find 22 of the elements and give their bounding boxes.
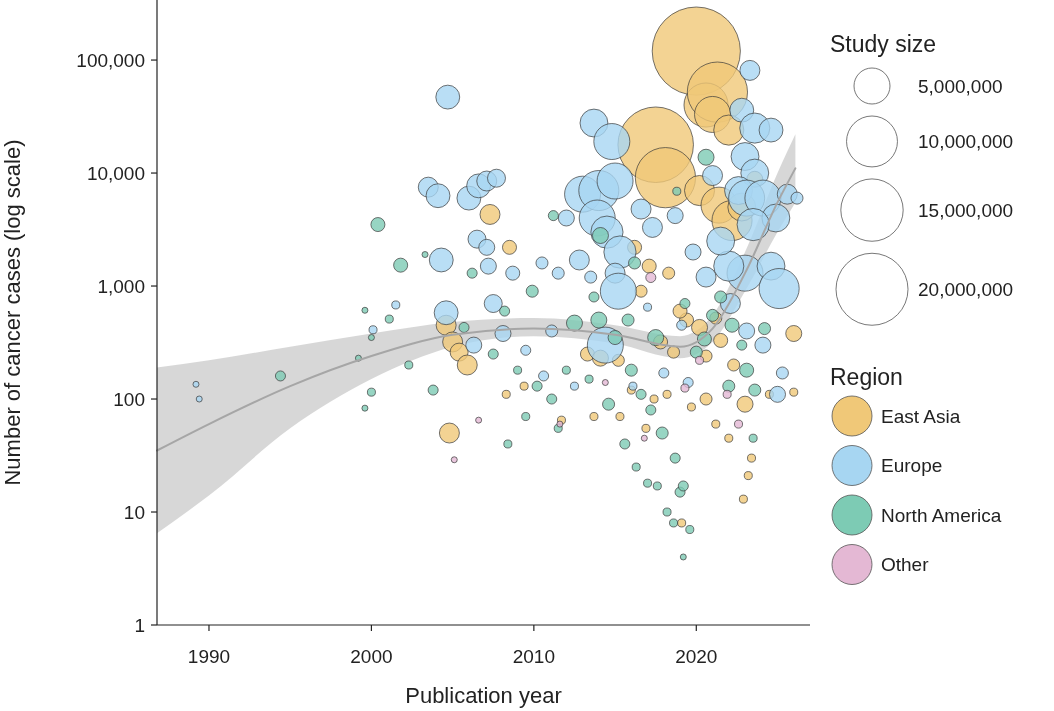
x-tick-label: 2000 <box>350 646 393 667</box>
y-axis-title: Number of cancer cases (log scale) <box>0 139 25 486</box>
legend-label: 10,000,000 <box>918 131 1014 153</box>
y-tick-label: 10 <box>123 501 145 523</box>
legend-label: North America <box>881 504 1002 526</box>
x-tick-label: 1990 <box>187 646 231 667</box>
legend-label: Other <box>881 554 930 576</box>
y-tick-label: 100 <box>113 388 145 410</box>
legend-title: Region <box>830 364 903 390</box>
x-tick-label: 2020 <box>675 646 718 667</box>
x-tick-label: 2010 <box>512 646 555 667</box>
y-tick-label: 100,000 <box>76 49 145 71</box>
legend-label: East Asia <box>881 405 961 427</box>
x-axis-title: Publication year <box>405 683 562 708</box>
legend-label: Europe <box>881 455 943 477</box>
y-tick-label: 1,000 <box>97 275 145 297</box>
legend-label: 15,000,000 <box>918 199 1014 221</box>
y-tick-label: 1 <box>134 614 145 636</box>
legend-label: 5,000,000 <box>918 75 1003 97</box>
legend-label: 20,000,000 <box>918 278 1014 300</box>
text: Study size <box>830 31 937 57</box>
y-tick-label: 10,000 <box>86 162 145 184</box>
